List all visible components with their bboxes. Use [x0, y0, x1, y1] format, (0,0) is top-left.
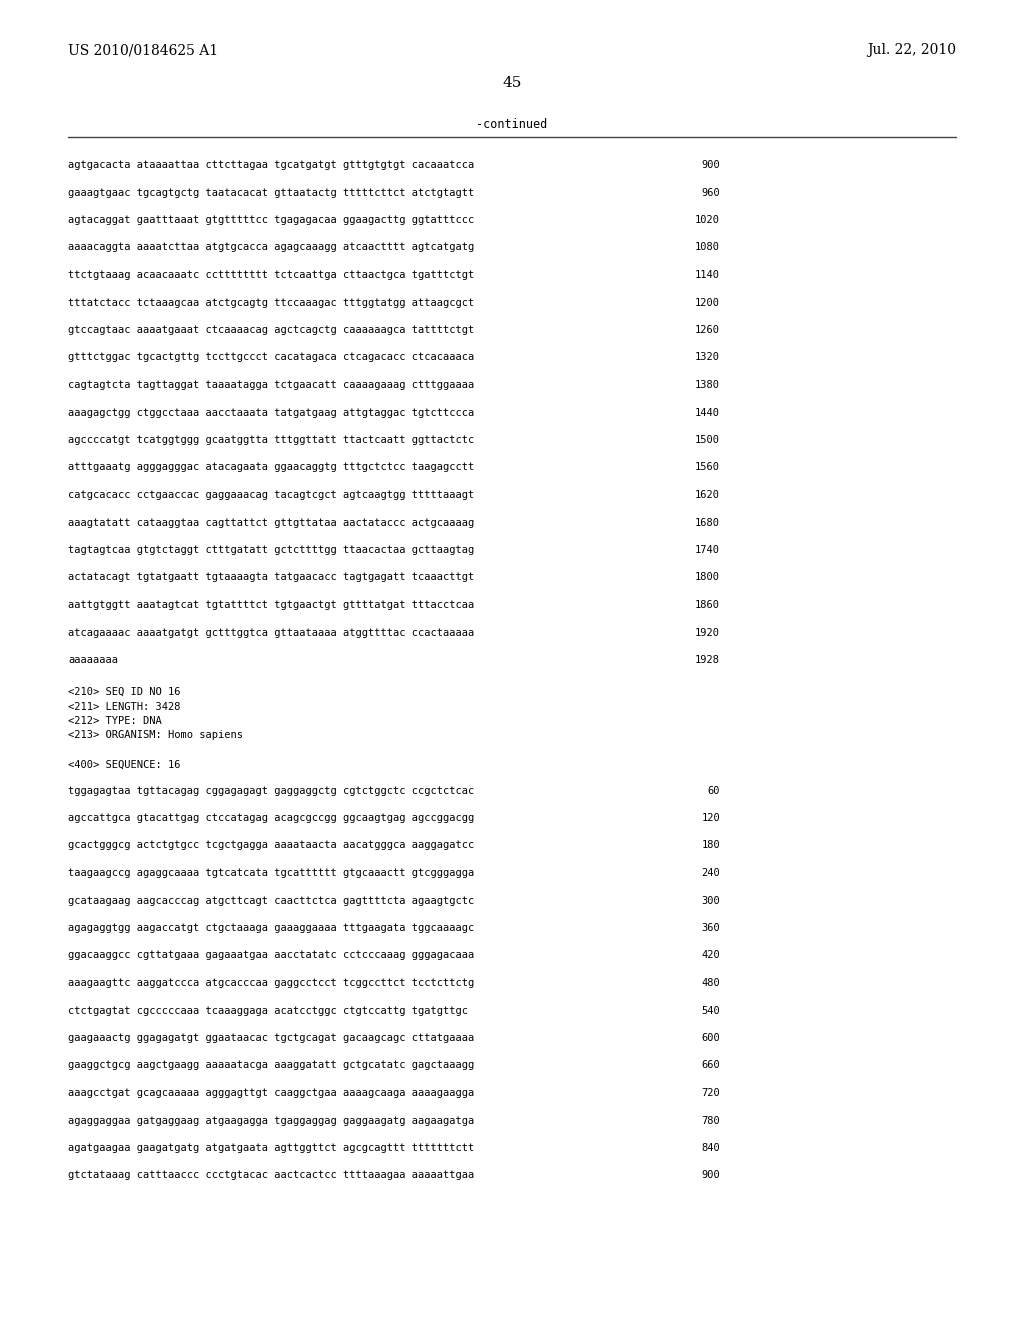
Text: taagaagccg agaggcaaaa tgtcatcata tgcatttttt gtgcaaactt gtcgggagga: taagaagccg agaggcaaaa tgtcatcata tgcattt…	[68, 869, 474, 878]
Text: tttatctacc tctaaagcaa atctgcagtg ttccaaagac tttggtatgg attaagcgct: tttatctacc tctaaagcaa atctgcagtg ttccaaa…	[68, 297, 474, 308]
Text: 600: 600	[701, 1034, 720, 1043]
Text: 780: 780	[701, 1115, 720, 1126]
Text: gaagaaactg ggagagatgt ggaataacac tgctgcagat gacaagcagc cttatgaaaa: gaagaaactg ggagagatgt ggaataacac tgctgca…	[68, 1034, 474, 1043]
Text: 1500: 1500	[695, 436, 720, 445]
Text: 1920: 1920	[695, 627, 720, 638]
Text: catgcacacc cctgaaccac gaggaaacag tacagtcgct agtcaagtgg tttttaaagt: catgcacacc cctgaaccac gaggaaacag tacagtc…	[68, 490, 474, 500]
Text: <213> ORGANISM: Homo sapiens: <213> ORGANISM: Homo sapiens	[68, 730, 243, 741]
Text: 1020: 1020	[695, 215, 720, 224]
Text: agtgacacta ataaaattaa cttcttagaa tgcatgatgt gtttgtgtgt cacaaatcca: agtgacacta ataaaattaa cttcttagaa tgcatga…	[68, 160, 474, 170]
Text: 1320: 1320	[695, 352, 720, 363]
Text: -continued: -continued	[476, 117, 548, 131]
Text: 240: 240	[701, 869, 720, 878]
Text: 900: 900	[701, 160, 720, 170]
Text: agatgaagaa gaagatgatg atgatgaata agttggttct agcgcagttt tttttttctt: agatgaagaa gaagatgatg atgatgaata agttggt…	[68, 1143, 474, 1152]
Text: ttctgtaaag acaacaaatc cctttttttt tctcaattga cttaactgca tgatttctgt: ttctgtaaag acaacaaatc cctttttttt tctcaat…	[68, 271, 474, 280]
Text: agccccatgt tcatggtggg gcaatggtta tttggttatt ttactcaatt ggttactctc: agccccatgt tcatggtggg gcaatggtta tttggtt…	[68, 436, 474, 445]
Text: 1740: 1740	[695, 545, 720, 554]
Text: 1200: 1200	[695, 297, 720, 308]
Text: agaggaggaa gatgaggaag atgaagagga tgaggaggag gaggaagatg aagaagatga: agaggaggaa gatgaggaag atgaagagga tgaggag…	[68, 1115, 474, 1126]
Text: 420: 420	[701, 950, 720, 961]
Text: <211> LENGTH: 3428: <211> LENGTH: 3428	[68, 701, 180, 711]
Text: 1080: 1080	[695, 243, 720, 252]
Text: aaaacaggta aaaatcttaa atgtgcacca agagcaaagg atcaactttt agtcatgatg: aaaacaggta aaaatcttaa atgtgcacca agagcaa…	[68, 243, 474, 252]
Text: tggagagtaa tgttacagag cggagagagt gaggaggctg cgtctggctc ccgctctcac: tggagagtaa tgttacagag cggagagagt gaggagg…	[68, 785, 474, 796]
Text: 1440: 1440	[695, 408, 720, 417]
Text: 300: 300	[701, 895, 720, 906]
Text: 120: 120	[701, 813, 720, 822]
Text: 1380: 1380	[695, 380, 720, 389]
Text: 60: 60	[708, 785, 720, 796]
Text: tagtagtcaa gtgtctaggt ctttgatatt gctcttttgg ttaacactaa gcttaagtag: tagtagtcaa gtgtctaggt ctttgatatt gctcttt…	[68, 545, 474, 554]
Text: agccattgca gtacattgag ctccatagag acagcgccgg ggcaagtgag agccggacgg: agccattgca gtacattgag ctccatagag acagcgc…	[68, 813, 474, 822]
Text: 360: 360	[701, 923, 720, 933]
Text: 840: 840	[701, 1143, 720, 1152]
Text: <212> TYPE: DNA: <212> TYPE: DNA	[68, 715, 162, 726]
Text: gtttctggac tgcactgttg tccttgccct cacatagaca ctcagacacc ctcacaaaca: gtttctggac tgcactgttg tccttgccct cacatag…	[68, 352, 474, 363]
Text: aaagtatatt cataaggtaa cagttattct gttgttataa aactataccc actgcaaaag: aaagtatatt cataaggtaa cagttattct gttgtta…	[68, 517, 474, 528]
Text: 660: 660	[701, 1060, 720, 1071]
Text: aaagaagttc aaggatccca atgcacccaa gaggcctcct tcggccttct tcctcttctg: aaagaagttc aaggatccca atgcacccaa gaggcct…	[68, 978, 474, 987]
Text: gtctataaag catttaaccc ccctgtacac aactcactcc ttttaaagaa aaaaattgaa: gtctataaag catttaaccc ccctgtacac aactcac…	[68, 1171, 474, 1180]
Text: aaagcctgat gcagcaaaaa agggagttgt caaggctgaa aaaagcaaga aaaagaagga: aaagcctgat gcagcaaaaa agggagttgt caaggct…	[68, 1088, 474, 1098]
Text: 1928: 1928	[695, 655, 720, 665]
Text: ctctgagtat cgcccccaaa tcaaaggaga acatcctggc ctgtccattg tgatgttgc: ctctgagtat cgcccccaaa tcaaaggaga acatcct…	[68, 1006, 468, 1015]
Text: 1260: 1260	[695, 325, 720, 335]
Text: 1860: 1860	[695, 601, 720, 610]
Text: <210> SEQ ID NO 16: <210> SEQ ID NO 16	[68, 686, 180, 697]
Text: 1140: 1140	[695, 271, 720, 280]
Text: atcagaaaac aaaatgatgt gctttggtca gttaataaaa atggttttac ccactaaaaa: atcagaaaac aaaatgatgt gctttggtca gttaata…	[68, 627, 474, 638]
Text: 540: 540	[701, 1006, 720, 1015]
Text: 960: 960	[701, 187, 720, 198]
Text: actatacagt tgtatgaatt tgtaaaagta tatgaacacc tagtgagatt tcaaacttgt: actatacagt tgtatgaatt tgtaaaagta tatgaac…	[68, 573, 474, 582]
Text: aaaaaaaa: aaaaaaaa	[68, 655, 118, 665]
Text: gcactgggcg actctgtgcc tcgctgagga aaaataacta aacatgggca aaggagatcc: gcactgggcg actctgtgcc tcgctgagga aaaataa…	[68, 841, 474, 850]
Text: agtacaggat gaatttaaat gtgtttttcc tgagagacaa ggaagacttg ggtatttccc: agtacaggat gaatttaaat gtgtttttcc tgagaga…	[68, 215, 474, 224]
Text: aaagagctgg ctggcctaaa aacctaaata tatgatgaag attgtaggac tgtcttccca: aaagagctgg ctggcctaaa aacctaaata tatgatg…	[68, 408, 474, 417]
Text: aattgtggtt aaatagtcat tgtattttct tgtgaactgt gttttatgat tttacctcaa: aattgtggtt aaatagtcat tgtattttct tgtgaac…	[68, 601, 474, 610]
Text: 900: 900	[701, 1171, 720, 1180]
Text: 180: 180	[701, 841, 720, 850]
Text: 45: 45	[503, 77, 521, 90]
Text: US 2010/0184625 A1: US 2010/0184625 A1	[68, 44, 218, 57]
Text: gtccagtaac aaaatgaaat ctcaaaacag agctcagctg caaaaaagca tattttctgt: gtccagtaac aaaatgaaat ctcaaaacag agctcag…	[68, 325, 474, 335]
Text: 1620: 1620	[695, 490, 720, 500]
Text: 1800: 1800	[695, 573, 720, 582]
Text: gaaagtgaac tgcagtgctg taatacacat gttaatactg tttttcttct atctgtagtt: gaaagtgaac tgcagtgctg taatacacat gttaata…	[68, 187, 474, 198]
Text: 1560: 1560	[695, 462, 720, 473]
Text: 720: 720	[701, 1088, 720, 1098]
Text: ggacaaggcc cgttatgaaa gagaaatgaa aacctatatc cctcccaaag gggagacaaa: ggacaaggcc cgttatgaaa gagaaatgaa aacctat…	[68, 950, 474, 961]
Text: Jul. 22, 2010: Jul. 22, 2010	[867, 44, 956, 57]
Text: atttgaaatg agggagggac atacagaata ggaacaggtg tttgctctcc taagagcctt: atttgaaatg agggagggac atacagaata ggaacag…	[68, 462, 474, 473]
Text: cagtagtcta tagttaggat taaaatagga tctgaacatt caaaagaaag ctttggaaaa: cagtagtcta tagttaggat taaaatagga tctgaac…	[68, 380, 474, 389]
Text: gaaggctgcg aagctgaagg aaaaatacga aaaggatatt gctgcatatc gagctaaagg: gaaggctgcg aagctgaagg aaaaatacga aaaggat…	[68, 1060, 474, 1071]
Text: <400> SEQUENCE: 16: <400> SEQUENCE: 16	[68, 759, 180, 770]
Text: 480: 480	[701, 978, 720, 987]
Text: agagaggtgg aagaccatgt ctgctaaaga gaaaggaaaa tttgaagata tggcaaaagc: agagaggtgg aagaccatgt ctgctaaaga gaaagga…	[68, 923, 474, 933]
Text: gcataagaag aagcacccag atgcttcagt caacttctca gagttttcta agaagtgctc: gcataagaag aagcacccag atgcttcagt caacttc…	[68, 895, 474, 906]
Text: 1680: 1680	[695, 517, 720, 528]
